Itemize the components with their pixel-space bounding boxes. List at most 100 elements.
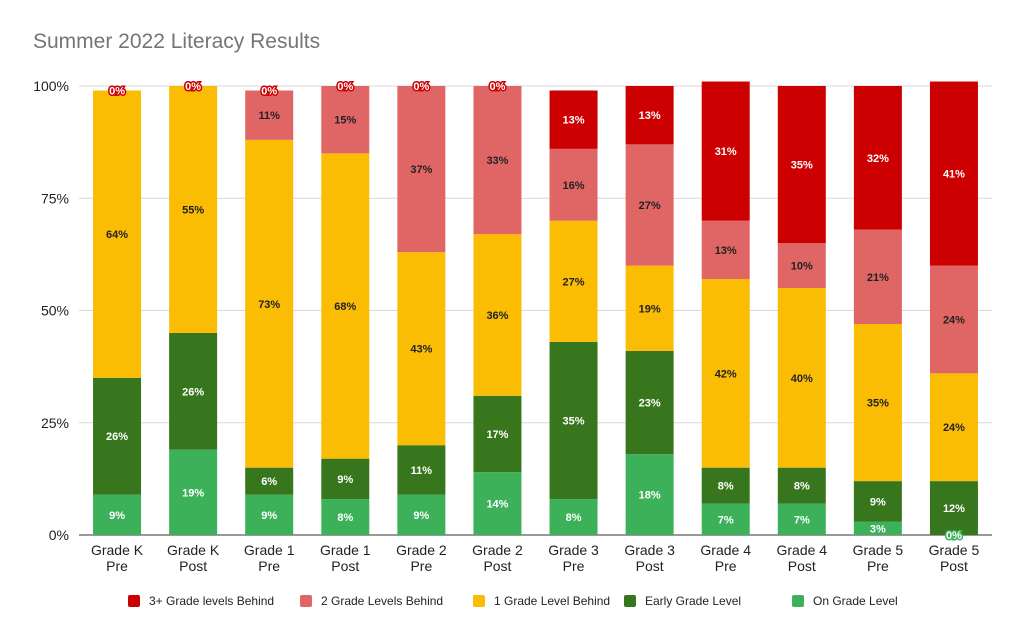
y-tick-label: 25%: [41, 415, 69, 431]
bar-segment: [397, 445, 446, 495]
bar-segment: [929, 81, 978, 266]
bar-segment: [929, 265, 978, 374]
bar-segment: [549, 90, 598, 149]
bar-segment: [245, 90, 294, 140]
data-label: 18%: [639, 490, 661, 502]
legend: 3+ Grade levels Behind 2 Grade Levels Beh…: [0, 591, 1024, 611]
data-label: 19%: [639, 303, 661, 315]
data-label: 13%: [563, 115, 585, 127]
data-label: 8%: [718, 481, 734, 493]
bar-segment: [549, 499, 598, 535]
x-tick-label: Grade 3 Post: [624, 542, 675, 574]
y-tick-label: 75%: [41, 190, 69, 206]
x-tick-label: Grade K Pre: [91, 542, 144, 574]
data-label: 7%: [794, 514, 810, 526]
bar-segment: [549, 148, 598, 221]
data-label: 68%: [334, 301, 356, 313]
bar-segment: [777, 288, 826, 468]
legend-swatch: [300, 595, 312, 607]
bar-segment: [853, 229, 902, 324]
x-tick-label: Grade 4 Pre: [700, 542, 751, 574]
x-tick-label-line: Pre: [867, 558, 889, 574]
legend-swatch: [128, 595, 140, 607]
legend-swatch: [473, 595, 485, 607]
data-label: 26%: [182, 386, 204, 398]
data-label: 64%: [106, 229, 128, 241]
bar-segment: [245, 494, 294, 535]
bar-segment: [473, 472, 522, 535]
legend-swatch: [624, 595, 636, 607]
x-tick-label-line: Pre: [715, 558, 737, 574]
data-label: 0%: [185, 81, 201, 93]
data-label: 0%: [109, 85, 125, 97]
data-label: 35%: [867, 398, 889, 410]
data-label: 0%: [337, 81, 353, 93]
x-tick-label-line: Grade 5: [853, 542, 904, 558]
x-tick-label-line: Grade 1: [320, 542, 371, 558]
data-label: 19%: [182, 487, 204, 499]
legend-swatch: [792, 595, 804, 607]
data-label: 0%: [413, 81, 429, 93]
data-label: 0%: [490, 81, 506, 93]
bar-segment: [777, 243, 826, 289]
bar-segment: [625, 86, 674, 145]
bar-segment: [777, 86, 826, 244]
data-label: 31%: [715, 146, 737, 158]
x-tick-label: Grade 4 Post: [776, 542, 827, 574]
bar-segment: [473, 86, 522, 235]
bar-segment: [321, 499, 370, 535]
data-label: 8%: [566, 512, 582, 524]
x-tick-label: Grade K Post: [167, 542, 220, 574]
x-tick-label-line: Pre: [410, 558, 432, 574]
data-label: 13%: [639, 110, 661, 122]
data-label: 26%: [106, 431, 128, 443]
bar-segment: [701, 220, 750, 280]
data-label: 9%: [109, 510, 125, 522]
bar-segment: [473, 234, 522, 396]
data-label: 35%: [791, 160, 813, 172]
y-tick-label: 50%: [41, 303, 69, 319]
bar-segment: [701, 279, 750, 468]
data-label: 9%: [261, 510, 277, 522]
bar-segment: [397, 252, 446, 446]
bar-segment: [321, 86, 370, 154]
x-tick-label-line: Grade 4: [776, 542, 827, 558]
legend-label: On Grade Level: [813, 594, 898, 608]
data-label: 10%: [791, 261, 813, 273]
bar-segment: [853, 481, 902, 522]
data-label: 6%: [261, 476, 277, 488]
bar-segment: [93, 377, 142, 495]
x-tick-label: Grade 5 Post: [929, 542, 980, 574]
data-label: 73%: [258, 299, 280, 311]
data-label: 23%: [639, 398, 661, 410]
bar-segment: [93, 494, 142, 535]
legend-item: 3+ Grade levels Behind: [128, 591, 274, 611]
data-label: 33%: [486, 155, 508, 167]
bar-segment: [853, 521, 902, 535]
legend-item: Early Grade Level: [624, 591, 741, 611]
bar-segment: [169, 86, 218, 333]
x-tick-label-line: Grade 3: [548, 542, 599, 558]
x-tick-label-line: Post: [483, 558, 511, 574]
data-label: 37%: [410, 164, 432, 176]
legend-item: 2 Grade Levels Behind: [300, 591, 443, 611]
bar-segment: [169, 332, 218, 450]
gridlines: [79, 85, 992, 536]
bar-segment: [321, 458, 370, 500]
bar-segment: [625, 350, 674, 455]
data-label: 27%: [639, 200, 661, 212]
data-label: 43%: [410, 344, 432, 356]
x-tick-label-line: Post: [940, 558, 968, 574]
bar-segment: [701, 81, 750, 221]
data-label: 21%: [867, 272, 889, 284]
legend-label: 1 Grade Level Behind: [494, 594, 611, 608]
x-tick-label-line: Grade K: [167, 542, 220, 558]
x-tick-label: Grade 2 Post: [472, 542, 523, 574]
x-tick-label: Grade 2 Pre: [396, 542, 447, 574]
bar-segment: [321, 153, 370, 459]
x-tick-label-line: Grade 2: [396, 542, 447, 558]
legend-item: 1 Grade Level Behind: [473, 591, 610, 611]
bar-segment: [245, 467, 294, 495]
y-tick-label: 0%: [49, 527, 69, 543]
